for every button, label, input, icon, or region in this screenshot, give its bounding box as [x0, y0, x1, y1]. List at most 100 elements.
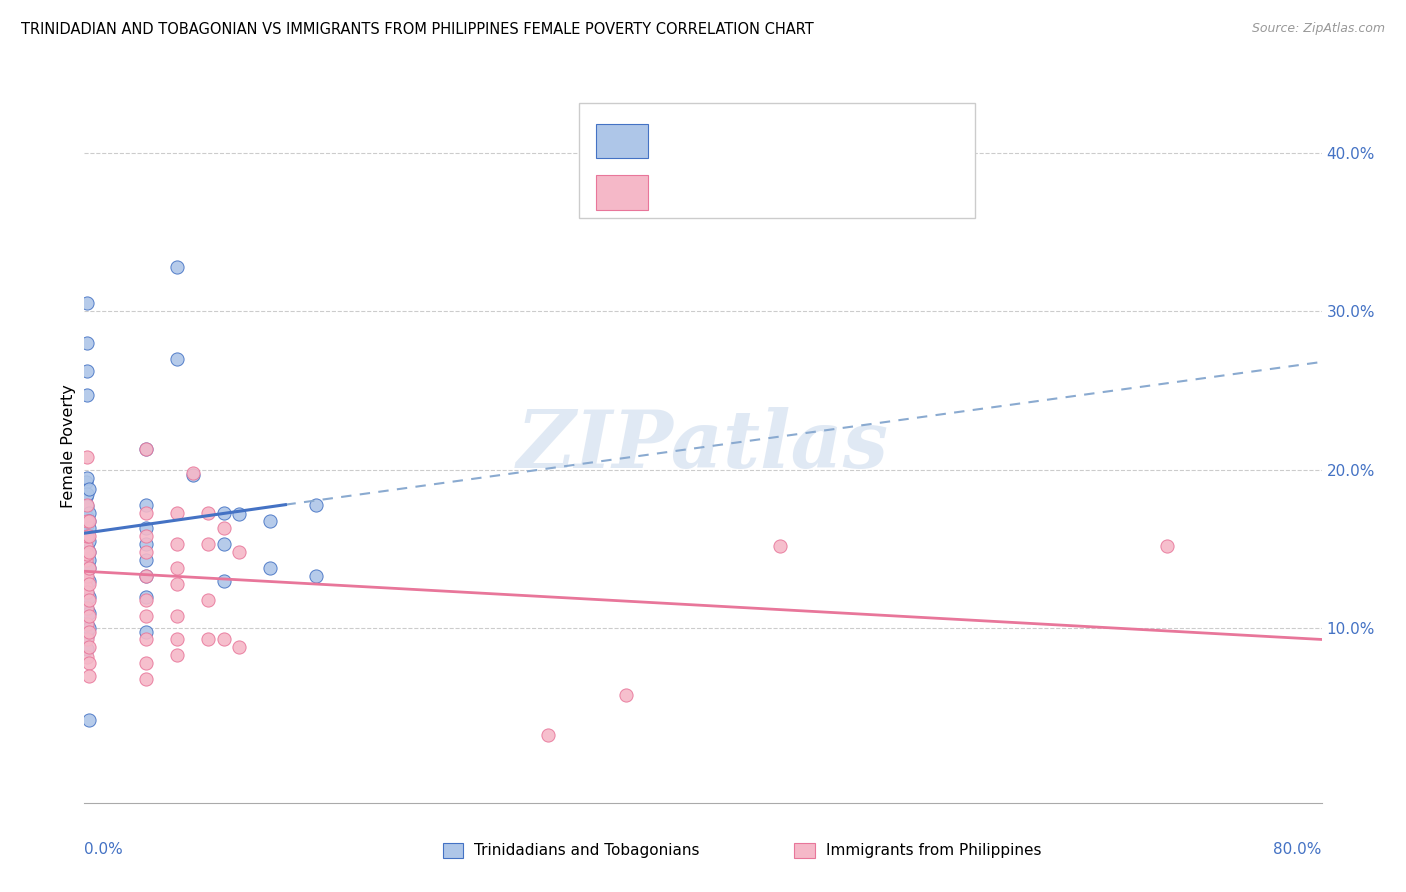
Point	[77, 514, 100, 528]
Point	[166, 561, 188, 575]
Point	[305, 569, 328, 583]
Point	[76, 500, 98, 514]
Point	[77, 545, 100, 559]
Point	[76, 629, 98, 643]
Point	[614, 688, 637, 702]
Point	[76, 547, 98, 561]
Point	[166, 632, 188, 647]
Point	[212, 632, 235, 647]
Point	[77, 514, 100, 528]
Point	[77, 561, 100, 575]
Point	[77, 640, 100, 655]
Point	[76, 471, 98, 485]
Point	[76, 616, 98, 631]
Point	[166, 608, 188, 623]
Point	[77, 506, 100, 520]
Point	[212, 506, 235, 520]
Point	[76, 498, 98, 512]
Point	[135, 672, 157, 686]
Text: Source: ZipAtlas.com: Source: ZipAtlas.com	[1251, 22, 1385, 36]
Point	[135, 537, 157, 551]
Text: 80.0%: 80.0%	[1274, 842, 1322, 857]
Text: R =  0.067   N = 54: R = 0.067 N = 54	[659, 132, 842, 151]
Point	[166, 506, 188, 520]
Point	[135, 442, 157, 457]
Text: Trinidadians and Tobagonians: Trinidadians and Tobagonians	[474, 843, 700, 858]
Point	[135, 590, 157, 604]
Point	[76, 486, 98, 500]
Text: ZIPatlas: ZIPatlas	[517, 408, 889, 484]
Point	[77, 561, 100, 575]
Point	[76, 510, 98, 524]
Point	[135, 506, 157, 520]
Point	[77, 714, 100, 728]
Point	[76, 450, 98, 464]
Point	[228, 545, 250, 559]
Point	[77, 529, 100, 543]
Point	[77, 590, 100, 604]
Point	[77, 482, 100, 496]
Point	[77, 621, 100, 635]
Text: R = -0.143   N = 57: R = -0.143 N = 57	[659, 183, 844, 202]
Point	[135, 608, 157, 623]
Point	[77, 669, 100, 683]
Point	[76, 296, 98, 310]
Point	[76, 529, 98, 543]
Point	[228, 640, 250, 655]
Point	[76, 547, 98, 561]
Point	[76, 558, 98, 572]
Text: Immigrants from Philippines: Immigrants from Philippines	[825, 843, 1042, 858]
Point	[135, 632, 157, 647]
Point	[76, 600, 98, 615]
Point	[77, 606, 100, 620]
Point	[76, 616, 98, 631]
Point	[76, 518, 98, 533]
Point	[75, 475, 97, 490]
Point	[228, 507, 250, 521]
Point	[77, 657, 100, 671]
Point	[76, 586, 98, 600]
Point	[77, 553, 100, 567]
Point	[75, 539, 97, 553]
Text: 0.0%: 0.0%	[84, 842, 124, 857]
Point	[197, 537, 219, 551]
Point	[769, 539, 792, 553]
Point	[135, 657, 157, 671]
Point	[76, 514, 98, 528]
Point	[135, 529, 157, 543]
Point	[75, 490, 97, 504]
Point	[197, 592, 219, 607]
Point	[305, 498, 328, 512]
Point	[197, 632, 219, 647]
Point	[212, 537, 235, 551]
Point	[76, 642, 98, 657]
Point	[181, 467, 204, 482]
Point	[166, 351, 188, 366]
Point	[75, 553, 97, 567]
Point	[166, 577, 188, 591]
Point	[76, 539, 98, 553]
Point	[76, 388, 98, 402]
Point	[76, 571, 98, 585]
Point	[166, 537, 188, 551]
Point	[259, 514, 281, 528]
Point	[135, 521, 157, 535]
Point	[76, 632, 98, 647]
Point	[135, 569, 157, 583]
Point	[197, 506, 219, 520]
Point	[76, 602, 98, 616]
Point	[259, 561, 281, 575]
Point	[77, 574, 100, 588]
Point	[76, 529, 98, 543]
Point	[76, 585, 98, 599]
Point	[77, 577, 100, 591]
Point	[77, 521, 100, 535]
Point	[1156, 539, 1178, 553]
Point	[135, 553, 157, 567]
Point	[76, 335, 98, 350]
Point	[537, 728, 560, 742]
Point	[77, 534, 100, 549]
Point	[166, 648, 188, 663]
Point	[181, 466, 204, 480]
Point	[75, 571, 97, 585]
